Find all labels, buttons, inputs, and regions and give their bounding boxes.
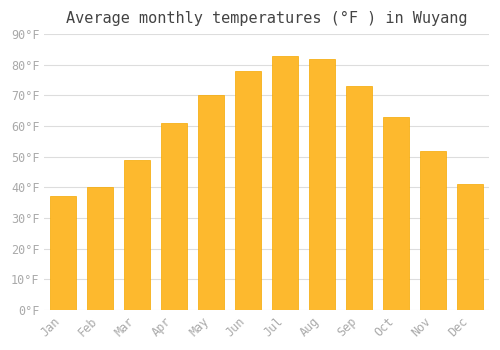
Bar: [87, 187, 113, 310]
Bar: [235, 71, 261, 310]
Bar: [124, 160, 150, 310]
Bar: [310, 59, 335, 310]
Bar: [161, 123, 187, 310]
Bar: [198, 96, 224, 310]
Bar: [272, 56, 298, 310]
Bar: [420, 150, 446, 310]
Bar: [346, 86, 372, 310]
Title: Average monthly temperatures (°F ) in Wuyang: Average monthly temperatures (°F ) in Wu…: [66, 11, 468, 26]
Bar: [384, 117, 409, 310]
Bar: [458, 184, 483, 310]
Bar: [50, 196, 76, 310]
